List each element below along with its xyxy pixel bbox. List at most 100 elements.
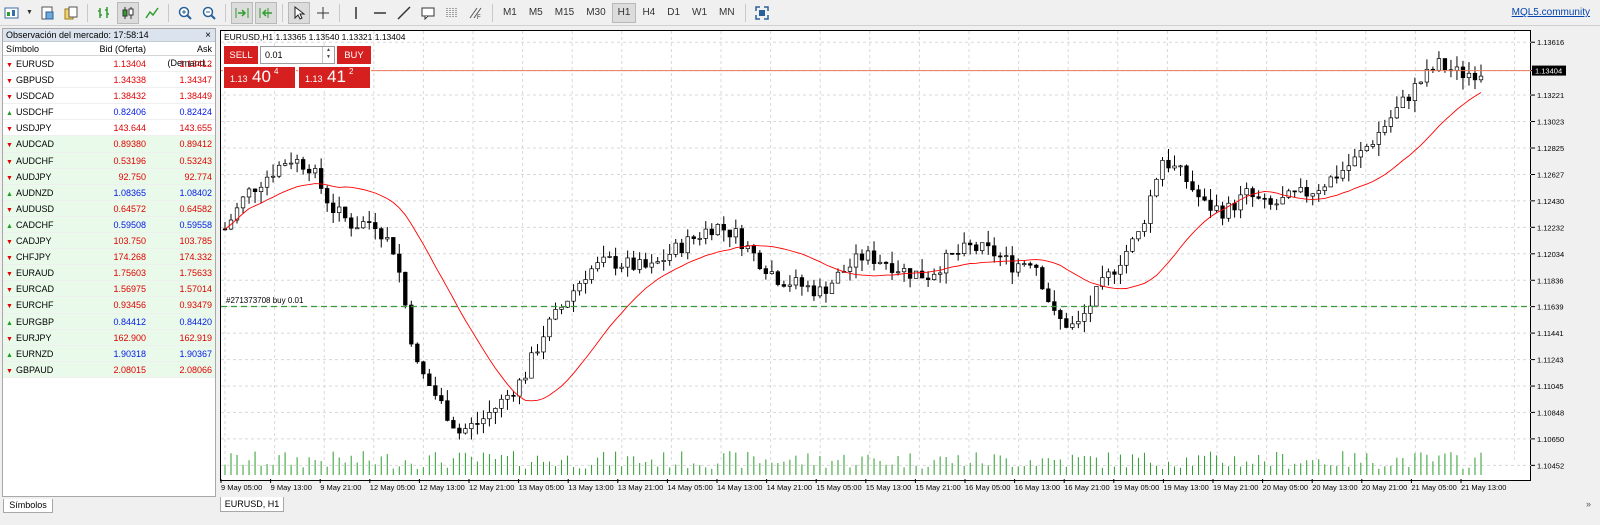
zoom-in-icon[interactable] <box>174 2 196 24</box>
candle-body <box>1070 323 1075 328</box>
market-watch-columns: Símbolo Bid (Oferta) Ask (Demand... <box>3 42 215 68</box>
profiles-icon[interactable] <box>36 2 58 24</box>
table-row[interactable]: ▼ EURAUD 1.75603 1.75633 <box>3 265 215 282</box>
text-label-icon[interactable] <box>417 2 439 24</box>
timeframe-m15[interactable]: M15 <box>554 7 575 18</box>
indicators-list-icon[interactable] <box>441 2 463 24</box>
x-tick-label: 16 May 13:00 <box>1015 483 1060 492</box>
symbol-name: CADCHF <box>15 219 54 230</box>
mql5-community-link[interactable]: MQL5.community <box>1511 7 1590 18</box>
table-row[interactable]: ▲ EURGBP 0.84412 0.84420 <box>3 313 215 330</box>
column-symbol[interactable]: Símbolo <box>6 44 40 54</box>
bar-chart-icon[interactable] <box>93 2 115 24</box>
symbol-cell: ▼ EURCHF <box>3 297 85 313</box>
table-row[interactable]: ▼ AUDCHF 0.53196 0.53243 <box>3 152 215 169</box>
toolbar-separator <box>167 3 169 22</box>
lot-stepper-icon[interactable]: ▲ ▼ <box>322 47 334 63</box>
trendline-icon[interactable] <box>393 2 415 24</box>
candle-body <box>415 343 420 363</box>
buy-price-box[interactable]: 1.13 41 2 <box>298 66 371 89</box>
candle-body <box>739 228 744 250</box>
templates-icon[interactable] <box>60 2 82 24</box>
table-row[interactable]: ▼ EURUSD 1.13404 1.13412 <box>3 56 215 73</box>
table-row[interactable]: ▼ EURCHF 0.93456 0.93479 <box>3 297 215 314</box>
zoom-out-icon[interactable] <box>198 2 220 24</box>
timeframe-h1[interactable]: H1 <box>611 2 637 23</box>
fullscreen-icon[interactable] <box>751 2 773 24</box>
tab-symbols[interactable]: Símbolos <box>3 499 53 513</box>
column-bid[interactable]: Bid (Oferta) <box>99 44 146 54</box>
cursor-icon[interactable] <box>287 1 310 24</box>
timeframe-m1[interactable]: M1 <box>502 7 517 18</box>
arrow-down-icon: ▼ <box>6 239 13 247</box>
table-row[interactable]: ▼ GBPAUD 2.08015 2.08066 <box>3 361 215 378</box>
autoscroll-icon[interactable] <box>230 1 253 24</box>
symbol-name: USDCHF <box>15 107 54 118</box>
table-row[interactable]: ▼ EURCAD 1.56975 1.57014 <box>3 281 215 298</box>
table-row[interactable]: ▲ EURNZD 1.90318 1.90367 <box>3 345 215 362</box>
vertical-line-icon[interactable] <box>345 2 367 24</box>
lot-size-input[interactable]: 0.01 ▲ ▼ <box>260 46 335 64</box>
candle-body <box>1424 68 1430 83</box>
candlestick-icon[interactable] <box>116 1 139 24</box>
symbol-cell: ▼ USDJPY <box>3 120 85 135</box>
candle-body <box>1130 238 1135 252</box>
bid-cell: 162.900 <box>85 329 149 345</box>
table-row[interactable]: ▲ AUDNZD 1.08365 1.08402 <box>3 184 215 201</box>
sell-price-box[interactable]: 1.13 40 4 <box>223 66 296 89</box>
timeframe-h4[interactable]: H4 <box>642 7 656 18</box>
horizontal-line-icon[interactable] <box>369 2 391 24</box>
table-row[interactable]: ▼ GBPUSD 1.34338 1.34347 <box>3 72 215 89</box>
table-row[interactable]: ▼ EURJPY 162.900 162.919 <box>3 329 215 346</box>
table-row[interactable]: ▼ CHFJPY 174.268 174.332 <box>3 249 215 266</box>
timeframe-m30[interactable]: M30 <box>586 7 606 18</box>
table-row[interactable]: ▼ USDJPY 143.644 143.655 <box>3 120 215 137</box>
close-icon[interactable]: × <box>205 30 211 41</box>
fibonacci-icon[interactable]: F <box>465 2 487 24</box>
candle-body <box>1328 176 1333 188</box>
candle-body <box>337 206 342 213</box>
candle-body <box>1460 66 1466 79</box>
moving-average-line <box>224 92 1482 402</box>
timeframe-mn[interactable]: MN <box>719 7 735 18</box>
x-tick-label: 16 May 05:00 <box>965 483 1010 492</box>
candle-body <box>1196 189 1201 198</box>
candle-body <box>1436 58 1442 71</box>
timeframe-w1[interactable]: W1 <box>692 7 708 18</box>
table-row[interactable]: ▼ AUDCAD 0.89380 0.89412 <box>3 136 215 153</box>
candle-body <box>998 255 1003 258</box>
timeframe-m5[interactable]: M5 <box>528 7 543 18</box>
table-row[interactable]: ▲ CADCHF 0.59508 0.59558 <box>3 216 215 234</box>
candle-body <box>1472 72 1478 81</box>
crosshair-icon[interactable] <box>312 2 334 24</box>
buy-button[interactable]: BUY <box>336 45 372 65</box>
candle-body <box>625 257 630 268</box>
sell-button[interactable]: SELL <box>223 45 259 65</box>
candle-body <box>631 257 636 270</box>
column-ask[interactable]: Ask (Demand... <box>167 44 212 68</box>
chart-shift-icon[interactable] <box>254 1 277 24</box>
bid-cell: 1.56975 <box>85 281 149 297</box>
table-row[interactable]: ▼ USDCAD 1.38432 1.38449 <box>3 88 215 105</box>
candle-body <box>649 262 654 268</box>
candle-body <box>1100 277 1105 287</box>
candle-body <box>1010 255 1015 273</box>
candle-body <box>733 228 738 238</box>
table-row[interactable]: ▼ CADJPY 103.750 103.785 <box>3 233 215 250</box>
bid-cell: 0.64572 <box>85 200 149 216</box>
candle-body <box>1034 264 1039 268</box>
table-row[interactable]: ▼ AUDUSD 0.64572 0.64582 <box>3 200 215 217</box>
dropdown-arrow-icon[interactable]: ▼ <box>26 9 33 16</box>
table-row[interactable]: ▼ AUDJPY 92.750 92.774 <box>3 168 215 185</box>
candle-body <box>1304 187 1309 197</box>
new-chart-icon[interactable] <box>1 2 23 24</box>
candle-body <box>1076 321 1081 325</box>
symbol-name: CHFJPY <box>15 252 51 263</box>
scroll-right-icon[interactable]: » <box>1586 499 1592 509</box>
tab-eurusd-h1[interactable]: EURUSD, H1 <box>220 497 284 512</box>
timeframe-d1[interactable]: D1 <box>667 7 681 18</box>
candle-body <box>264 176 270 188</box>
candlestick-chart[interactable]: 1.136161.134041.132211.130231.128251.126… <box>220 30 1600 498</box>
table-row[interactable]: ▲ USDCHF 0.82406 0.82424 <box>3 104 215 121</box>
line-chart-icon[interactable] <box>141 2 163 24</box>
